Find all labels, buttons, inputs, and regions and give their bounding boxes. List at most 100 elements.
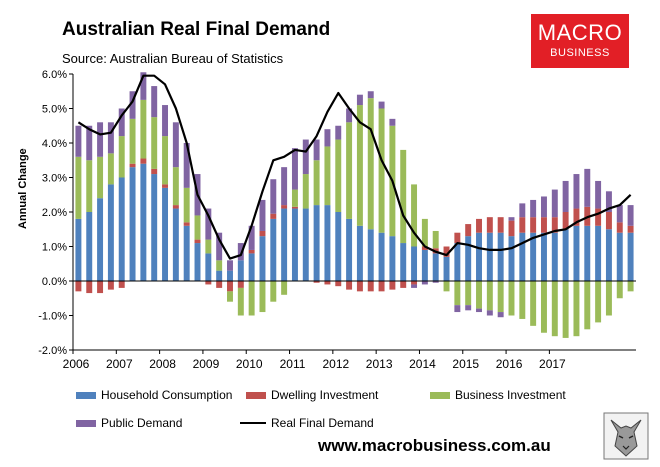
bar-household (86, 212, 93, 281)
bar-household (605, 229, 612, 281)
bar-public (465, 305, 472, 311)
bar-business (291, 189, 298, 207)
bar-business (302, 174, 309, 209)
chart-subtitle: Source: Australian Bureau of Statistics (62, 51, 284, 66)
bar-household (107, 184, 114, 281)
legend-swatch-household (76, 391, 96, 399)
bar-business (465, 281, 472, 306)
bar-dwelling (86, 281, 93, 294)
x-tick-label: 2007 (106, 357, 133, 371)
bar-public (411, 284, 418, 288)
bar-business (281, 281, 288, 295)
x-tick-label: 2006 (63, 357, 90, 371)
bar-business (118, 136, 125, 178)
bar-business (627, 281, 634, 292)
bar-business (573, 281, 580, 337)
bar-household (75, 218, 82, 281)
bar-public (627, 205, 634, 226)
bar-business (205, 239, 212, 254)
y-tick-label: 3.0% (42, 173, 67, 185)
bar-public (530, 199, 537, 218)
bar-dwelling (411, 281, 418, 285)
bar-business (172, 167, 179, 206)
bar-business (432, 230, 439, 249)
bar-dwelling (486, 217, 493, 233)
bar-dwelling (378, 281, 385, 292)
bar-dwelling (367, 281, 374, 292)
y-tick-label: -1.0% (38, 311, 67, 323)
bar-dwelling (118, 281, 125, 288)
x-tick-label: 2010 (236, 357, 263, 371)
bar-dwelling (172, 205, 179, 209)
bar-dwelling (151, 168, 158, 175)
bar-household (356, 225, 363, 281)
bar-public (75, 125, 82, 157)
bar-public (205, 208, 212, 240)
legend-label-household: Household Consumption (101, 388, 233, 402)
bar-public (302, 139, 309, 175)
bar-dwelling (291, 206, 298, 209)
bar-dwelling (356, 281, 363, 292)
x-tick-label: 2014 (409, 357, 436, 371)
bar-dwelling (205, 281, 212, 285)
legend-total: Real Final Demand (240, 416, 374, 430)
chart-title: Australian Real Final Demand (62, 19, 331, 40)
legend-label-dwelling: Dwelling Investment (271, 388, 379, 402)
legend-business: Business Investment (430, 388, 566, 402)
bar-business (519, 281, 526, 319)
x-tick-label: 2011 (280, 357, 306, 371)
bar-business (194, 215, 201, 240)
bar-household (573, 225, 580, 281)
bar-dwelling (281, 205, 288, 209)
bar-dwelling (519, 217, 526, 233)
bar-public (216, 232, 223, 261)
bar-household (227, 270, 233, 281)
bar-business (356, 105, 363, 226)
bar-public (562, 180, 569, 212)
y-tick-label: 1.0% (42, 242, 67, 254)
bar-household (595, 225, 602, 281)
bar-business (400, 149, 407, 244)
bar-business (497, 281, 504, 313)
bar-public (454, 305, 461, 313)
bar-household (205, 253, 212, 281)
bar-business (75, 156, 82, 219)
bar-public (259, 199, 266, 231)
x-tick-label: 2015 (452, 357, 479, 371)
bar-household (627, 232, 634, 281)
bar-public (616, 205, 623, 223)
bar-dwelling (216, 281, 223, 288)
bar-public (172, 122, 179, 168)
bar-business (107, 153, 114, 185)
bar-public (595, 180, 602, 209)
bar-public (129, 91, 136, 119)
bar-household (194, 243, 201, 281)
logo-text-macro: MACRO (537, 20, 623, 45)
bar-business (216, 260, 223, 271)
bar-business (551, 281, 558, 337)
bar-dwelling (595, 208, 602, 226)
bar-household (508, 236, 515, 281)
bar-household (172, 208, 179, 281)
bar-business (616, 281, 623, 299)
logo-text-business: BUSINESS (550, 47, 610, 59)
bar-business (151, 117, 158, 169)
bar-dwelling (194, 239, 201, 244)
y-tick-label: 2.0% (42, 207, 67, 219)
bar-dwelling (605, 212, 612, 230)
legend-label-public: Public Demand (101, 416, 183, 430)
bar-public (508, 217, 515, 221)
bar-household (129, 167, 136, 281)
bar-dwelling (237, 281, 244, 288)
bar-household (486, 232, 493, 281)
bar-business (562, 281, 569, 338)
bar-public (151, 86, 158, 118)
bar-household (151, 174, 158, 281)
legend-swatch-total (240, 422, 266, 424)
x-tick-label: 2017 (539, 357, 566, 371)
bar-household (291, 208, 298, 281)
bar-business (259, 281, 266, 313)
bar-dwelling (183, 222, 190, 226)
bar-public (356, 94, 363, 106)
bar-business (129, 118, 136, 164)
